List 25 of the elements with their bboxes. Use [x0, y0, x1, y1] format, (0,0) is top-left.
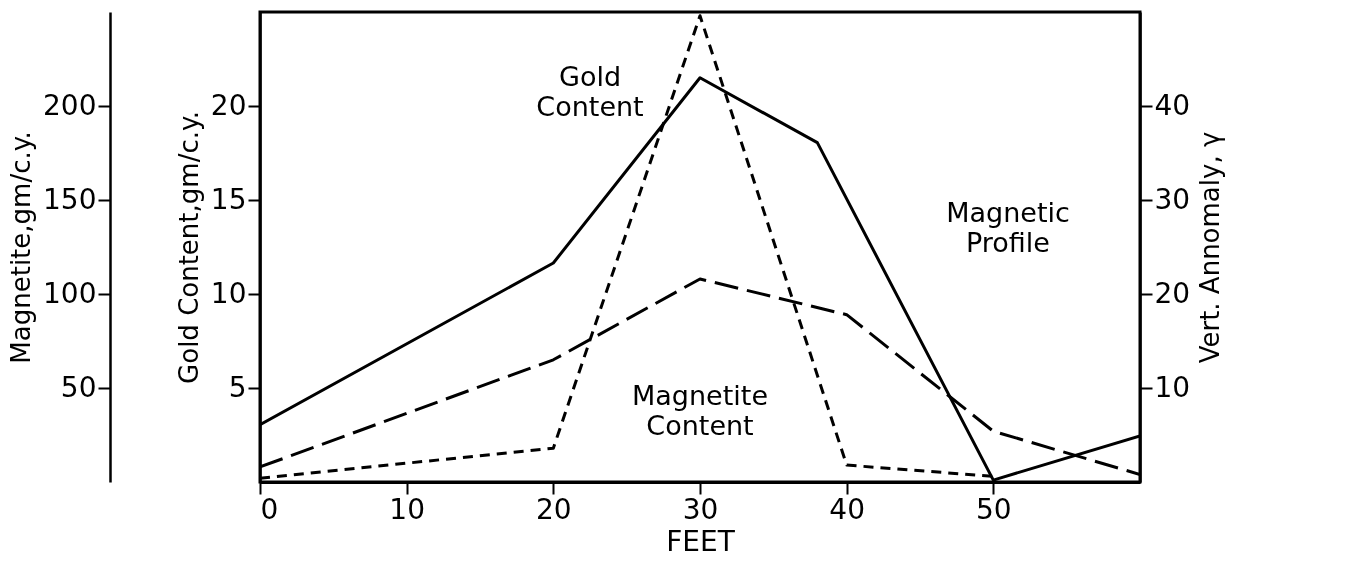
y3-tick-label: 150: [43, 182, 97, 216]
y3-tick-label: 100: [43, 276, 97, 310]
y2-axis-title: Vert. Annomaly, γ: [1195, 131, 1226, 364]
y2-tick-label: 20: [1154, 276, 1191, 310]
x-tick-label: 20: [536, 492, 572, 526]
x-tick-label: 50: [976, 492, 1012, 526]
y3-axis-title: Magnetite,gm/c.y.: [6, 131, 37, 364]
x-tick-label: 0: [260, 492, 279, 526]
x-tick-label: 10: [389, 492, 425, 526]
y2-tick-label: 30: [1154, 182, 1191, 216]
x-tick-label: 30: [682, 492, 719, 526]
y3-tick-label: 50: [60, 370, 97, 404]
y-tick-label: 10: [210, 276, 247, 310]
y2-tick-label: 40: [1154, 88, 1191, 122]
y2-tick-label: 10: [1154, 370, 1191, 404]
y-axis-title: Gold Content,gm/c.y.: [173, 111, 204, 384]
y3-tick-label: 200: [43, 88, 97, 122]
annotation: Magnetic Profile: [946, 197, 1070, 259]
y-tick-label: 5: [228, 370, 247, 404]
y-tick-label: 20: [210, 88, 247, 122]
x-tick-label: 40: [829, 492, 865, 526]
annotation: Magnetite Content: [632, 380, 768, 442]
y-tick-label: 15: [210, 182, 247, 216]
x-axis-title: FEET: [666, 524, 736, 558]
annotation: Gold Content: [536, 60, 644, 122]
